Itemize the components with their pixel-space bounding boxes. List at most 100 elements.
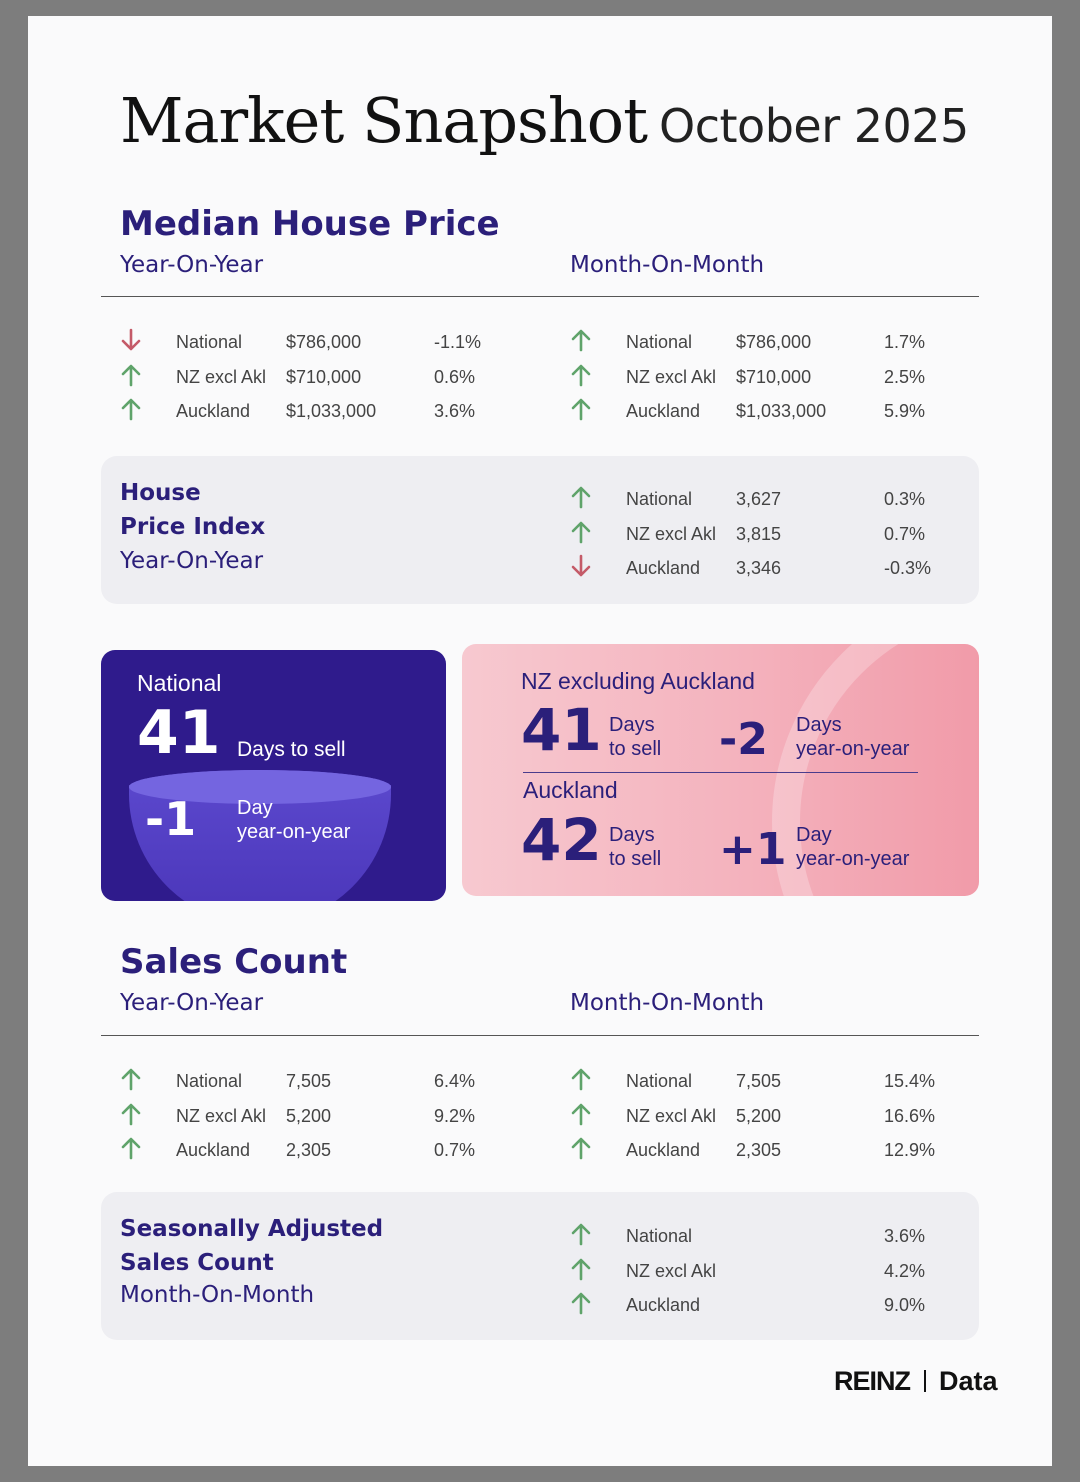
change-cell: 9.2% — [434, 1105, 476, 1126]
regions-divider — [523, 772, 918, 773]
value-cell: 7,505 — [286, 1071, 332, 1091]
change-cell: 9.0% — [884, 1295, 926, 1315]
table-row: Auckland $1,033,000 3.6% — [120, 397, 500, 427]
nz-excl-change-days: Days — [796, 714, 842, 736]
change-cell: 3.6% — [434, 401, 476, 421]
page-title: Market Snapshot October 2025 — [120, 84, 969, 157]
region-label: National — [626, 1226, 693, 1246]
brand-name: REINZ — [834, 1366, 911, 1396]
bowl-rim-top — [129, 770, 391, 804]
seasonal-title-line1: Seasonally Adjusted — [120, 1216, 384, 1242]
table-row: NZ excl Akl 3,815 0.7% — [570, 520, 950, 550]
nz-excl-to-sell: to sell — [609, 738, 662, 760]
seasonal-panel: Seasonally Adjusted Sales Count Month-On… — [101, 1192, 979, 1340]
days-national-change-text1: Day — [237, 797, 273, 819]
nz-excl-days: 41 — [521, 696, 602, 764]
table-row: Auckland 9.0% — [570, 1291, 950, 1321]
region-label: Auckland — [626, 401, 701, 421]
region-label: National — [626, 489, 693, 509]
table-row: NZ excl Akl 5,200 9.2% — [120, 1102, 500, 1132]
value-cell: 3,627 — [736, 489, 782, 509]
region-label: NZ excl Akl — [626, 1105, 717, 1126]
title-main: Market Snapshot — [120, 84, 648, 157]
akl-change: +1 — [719, 824, 787, 875]
akl-change-day: Day — [796, 824, 832, 846]
days-national-change-text2: year-on-year — [237, 821, 351, 843]
change-cell: -0.3% — [884, 558, 932, 578]
table-row: National $786,000 -1.1% — [120, 328, 500, 358]
sales-yoy-label: Year-On-Year — [120, 990, 264, 1016]
value-cell: 5,200 — [736, 1105, 782, 1126]
sales-mom-label: Month-On-Month — [570, 990, 765, 1016]
value-cell: 2,305 — [286, 1140, 332, 1160]
hpi-panel: House Price Index Year-On-Year — [101, 456, 979, 604]
table-row: Auckland $1,033,000 5.9% — [570, 397, 950, 427]
table-row: Auckland 2,305 0.7% — [120, 1136, 500, 1166]
nz-excl-change: -2 — [719, 714, 768, 765]
region-label: NZ excl Akl — [176, 366, 267, 387]
change-cell: 0.7% — [884, 523, 926, 544]
change-cell: 6.4% — [434, 1071, 476, 1091]
nz-excl-days-word: Days — [609, 714, 655, 736]
value-cell: $1,033,000 — [736, 401, 827, 421]
table-row: NZ excl Akl $710,000 0.6% — [120, 363, 500, 393]
akl-days: 42 — [521, 806, 602, 874]
table-row: National 7,505 6.4% — [120, 1067, 500, 1097]
region-label: NZ excl Akl — [626, 1260, 717, 1281]
days-national-change: -1 — [145, 792, 197, 846]
region-label: Auckland — [626, 558, 701, 578]
value-cell: $710,000 — [286, 366, 362, 387]
table-row: NZ excl Akl $710,000 2.5% — [570, 363, 950, 393]
nz-excl-change-yoy: year-on-year — [796, 738, 910, 760]
value-cell: 3,346 — [736, 558, 782, 578]
akl-label: Auckland — [523, 777, 618, 803]
sales-heading: Sales Count — [120, 942, 348, 982]
region-label: National — [626, 1071, 693, 1091]
table-row: National 3,627 0.3% — [570, 485, 950, 515]
region-label: National — [176, 1071, 243, 1091]
days-national-label: National — [137, 670, 222, 696]
akl-to-sell: to sell — [609, 848, 662, 870]
region-label: National — [176, 332, 243, 352]
median-yoy-label: Year-On-Year — [120, 252, 264, 278]
brand-logo: REINZ Data — [834, 1366, 998, 1397]
value-cell: 5,200 — [286, 1105, 332, 1126]
seasonal-sub: Month-On-Month — [120, 1282, 315, 1308]
change-cell: 3.6% — [884, 1226, 926, 1246]
table-row: National $786,000 1.7% — [570, 328, 950, 358]
region-label: Auckland — [626, 1295, 701, 1315]
table-row: Auckland 3,346 -0.3% — [570, 554, 950, 584]
region-label: NZ excl Akl — [626, 523, 717, 544]
change-cell: -1.1% — [434, 332, 482, 352]
value-cell: $786,000 — [736, 332, 812, 352]
median-heading: Median House Price — [120, 204, 500, 244]
value-cell: 7,505 — [736, 1071, 782, 1091]
akl-days-word: Days — [609, 824, 655, 846]
title-period: October 2025 — [659, 99, 969, 153]
change-cell: 0.7% — [434, 1140, 476, 1160]
days-regions-card: NZ excluding Auckland 41 Days to sell -2… — [462, 644, 979, 896]
change-cell: 15.4% — [884, 1071, 936, 1091]
change-cell: 16.6% — [884, 1105, 936, 1126]
region-label: Auckland — [626, 1140, 701, 1160]
table-row: NZ excl Akl 4.2% — [570, 1257, 950, 1287]
change-cell: 0.3% — [884, 489, 926, 509]
table-row: Auckland 2,305 12.9% — [570, 1136, 950, 1166]
sales-divider — [101, 1035, 979, 1036]
change-cell: 1.7% — [884, 332, 926, 352]
table-row: National 7,505 15.4% — [570, 1067, 950, 1097]
change-cell: 0.6% — [434, 366, 476, 387]
report-page: Market Snapshot October 2025 Median House… — [28, 16, 1052, 1466]
change-cell: 12.9% — [884, 1140, 936, 1160]
brand-product: Data — [939, 1366, 998, 1396]
table-row: NZ excl Akl 5,200 16.6% — [570, 1102, 950, 1132]
days-national-card: National 41 Days to sell -1 Day year-on-… — [101, 650, 446, 901]
median-mom-label: Month-On-Month — [570, 252, 765, 278]
change-cell: 2.5% — [884, 366, 926, 387]
hpi-sub: Year-On-Year — [120, 548, 264, 574]
akl-change-yoy: year-on-year — [796, 848, 910, 870]
region-label: NZ excl Akl — [176, 1105, 267, 1126]
bowl-decoration — [129, 785, 391, 901]
value-cell: $1,033,000 — [286, 401, 377, 421]
region-label: National — [626, 332, 693, 352]
